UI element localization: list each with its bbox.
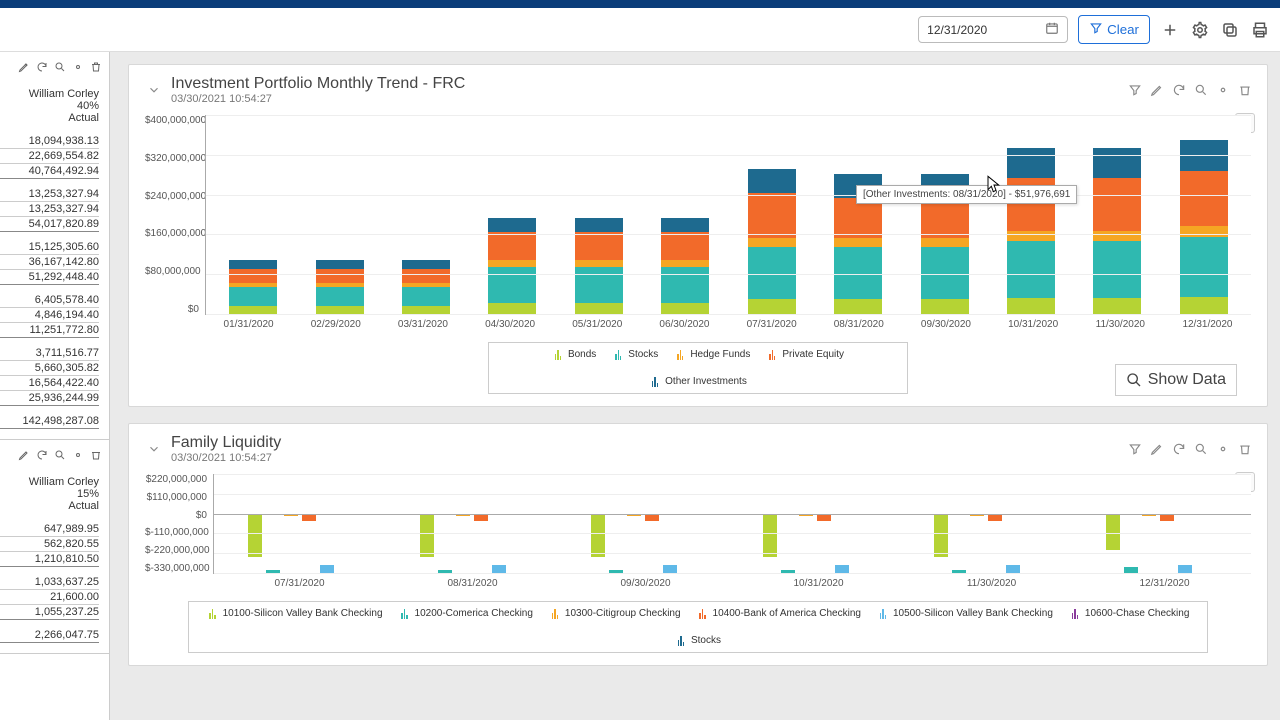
add-icon[interactable] bbox=[1160, 20, 1180, 40]
sidebar-values-2: 647,989.95562,820.551,210,810.501,033,63… bbox=[0, 522, 103, 643]
trash-icon[interactable] bbox=[1237, 82, 1253, 98]
gear-icon[interactable] bbox=[71, 448, 85, 462]
sidebar: William Corley 40% Actual 18,094,938.132… bbox=[0, 52, 110, 720]
chart-plot: [Other Investments: 08/31/2020] - $51,97… bbox=[205, 115, 1251, 315]
chevron-down-icon[interactable] bbox=[143, 83, 165, 97]
sidebar-block-2: William Corley 15% Actual 647,989.95562,… bbox=[0, 440, 109, 654]
chart-x-axis: 01/31/202002/29/202003/31/202004/30/2020… bbox=[205, 315, 1251, 334]
panel-title: Investment Portfolio Monthly Trend - FRC bbox=[171, 75, 1127, 93]
gear-icon[interactable] bbox=[1190, 20, 1210, 40]
chart-legend: BondsStocksHedge FundsPrivate EquityOthe… bbox=[488, 342, 908, 394]
gear-icon[interactable] bbox=[71, 60, 85, 74]
trash-icon[interactable] bbox=[89, 60, 103, 74]
date-field[interactable]: 12/31/2020 bbox=[918, 16, 1068, 43]
pencil-icon[interactable] bbox=[1149, 441, 1165, 457]
refresh-icon[interactable] bbox=[35, 448, 49, 462]
pencil-icon[interactable] bbox=[17, 60, 31, 74]
chart-y-axis: $400,000,000$320,000,000$240,000,000$160… bbox=[145, 115, 205, 315]
panel-liquidity: Family Liquidity 03/30/2021 10:54:27 bbox=[128, 423, 1268, 666]
header-bar bbox=[0, 0, 1280, 8]
trash-icon[interactable] bbox=[1237, 441, 1253, 457]
panel-timestamp: 03/30/2021 10:54:27 bbox=[171, 93, 1127, 105]
sidebar-name-2: William Corley bbox=[0, 476, 103, 488]
panel-timestamp: 03/30/2021 10:54:27 bbox=[171, 452, 1127, 464]
search-icon[interactable] bbox=[1193, 441, 1209, 457]
show-data-label: Show Data bbox=[1148, 371, 1226, 389]
chart-plot bbox=[213, 474, 1251, 574]
sidebar-pct-2: 15% bbox=[0, 488, 103, 500]
main-toolbar: 12/31/2020 Clear bbox=[0, 8, 1280, 52]
sidebar-mode-1: Actual bbox=[0, 112, 103, 124]
trash-icon[interactable] bbox=[89, 448, 103, 462]
sidebar-name-1: William Corley bbox=[0, 88, 103, 100]
refresh-icon[interactable] bbox=[1171, 82, 1187, 98]
chart-tooltip: [Other Investments: 08/31/2020] - $51,97… bbox=[856, 185, 1077, 204]
filter-icon bbox=[1089, 21, 1103, 38]
cursor-icon bbox=[986, 175, 1002, 195]
refresh-icon[interactable] bbox=[1171, 441, 1187, 457]
pencil-icon[interactable] bbox=[17, 448, 31, 462]
filter-icon[interactable] bbox=[1127, 441, 1143, 457]
sidebar-block-1: William Corley 40% Actual 18,094,938.132… bbox=[0, 52, 109, 440]
date-value: 12/31/2020 bbox=[927, 23, 987, 37]
refresh-icon[interactable] bbox=[35, 60, 49, 74]
clear-label: Clear bbox=[1107, 22, 1139, 37]
search-icon[interactable] bbox=[1193, 82, 1209, 98]
sidebar-values-1: 18,094,938.1322,669,554.8240,764,492.941… bbox=[0, 134, 103, 429]
clear-button[interactable]: Clear bbox=[1078, 15, 1150, 44]
print-icon[interactable] bbox=[1250, 20, 1270, 40]
search-icon[interactable] bbox=[53, 60, 67, 74]
sidebar-pct-1: 40% bbox=[0, 100, 103, 112]
gear-icon[interactable] bbox=[1215, 441, 1231, 457]
filter-icon[interactable] bbox=[1127, 82, 1143, 98]
sidebar-mode-2: Actual bbox=[0, 500, 103, 512]
copy-icon[interactable] bbox=[1220, 20, 1240, 40]
search-icon[interactable] bbox=[53, 448, 67, 462]
panel-portfolio: Investment Portfolio Monthly Trend - FRC… bbox=[128, 64, 1268, 407]
pencil-icon[interactable] bbox=[1149, 82, 1165, 98]
chart-legend: 10100-Silicon Valley Bank Checking10200-… bbox=[188, 601, 1208, 653]
chart-y-axis: $220,000,000$110,000,000$0$-110,000,000$… bbox=[145, 474, 213, 574]
chevron-down-icon[interactable] bbox=[143, 442, 165, 456]
show-data-button[interactable]: Show Data bbox=[1115, 364, 1237, 396]
panel-title: Family Liquidity bbox=[171, 434, 1127, 452]
gear-icon[interactable] bbox=[1215, 82, 1231, 98]
calendar-icon[interactable] bbox=[1045, 21, 1059, 38]
chart-x-axis: 07/31/202008/31/202009/30/202010/31/2020… bbox=[213, 574, 1251, 593]
